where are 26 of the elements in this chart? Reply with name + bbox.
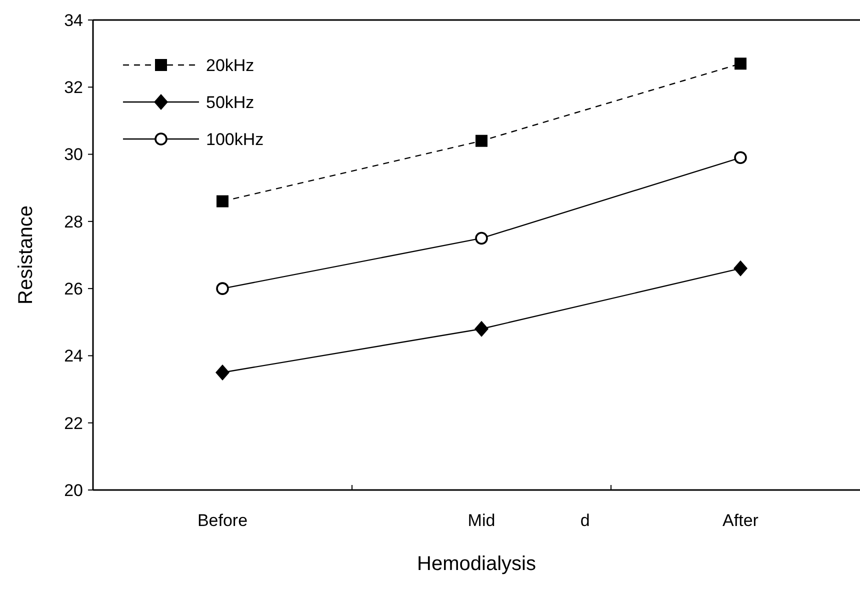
point bbox=[216, 282, 229, 295]
x-tick-label: After bbox=[722, 511, 759, 530]
point bbox=[216, 364, 230, 380]
x-tick-label: Before bbox=[197, 511, 248, 530]
point bbox=[734, 58, 746, 70]
y-tick-label: 24 bbox=[64, 346, 83, 366]
x-axis-title: Hemodialysis bbox=[417, 553, 536, 575]
y-axis-title: Resistance bbox=[15, 206, 37, 304]
point bbox=[216, 195, 228, 208]
y-tick-label: 22 bbox=[64, 414, 83, 433]
point bbox=[734, 151, 747, 164]
y-tick-label: 30 bbox=[64, 145, 83, 164]
text: d bbox=[580, 511, 590, 530]
point bbox=[476, 134, 488, 147]
point bbox=[734, 260, 748, 276]
y-tick-label: 34 bbox=[64, 10, 83, 30]
x-tick-label: Mid bbox=[468, 511, 496, 530]
y-tick-label: 32 bbox=[64, 78, 83, 98]
legend-label: 20kHz bbox=[206, 56, 254, 75]
legend-label: 50kHz bbox=[206, 92, 254, 112]
y-tick-label: 20 bbox=[64, 480, 83, 500]
point bbox=[474, 320, 488, 337]
point bbox=[475, 232, 488, 245]
y-tick-label: 26 bbox=[64, 280, 83, 299]
y-tick-label: 28 bbox=[64, 212, 83, 232]
legend-label: 100kHz bbox=[206, 130, 264, 149]
